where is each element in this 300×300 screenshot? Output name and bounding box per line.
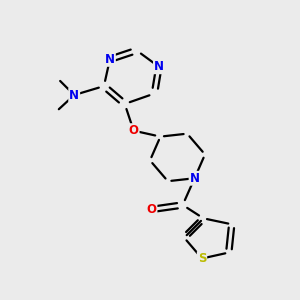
- Text: S: S: [198, 252, 206, 265]
- Text: N: N: [69, 88, 79, 101]
- Text: N: N: [190, 172, 200, 185]
- Text: N: N: [105, 53, 115, 66]
- Text: N: N: [154, 60, 164, 73]
- Text: O: O: [146, 203, 157, 216]
- Text: O: O: [129, 124, 139, 137]
